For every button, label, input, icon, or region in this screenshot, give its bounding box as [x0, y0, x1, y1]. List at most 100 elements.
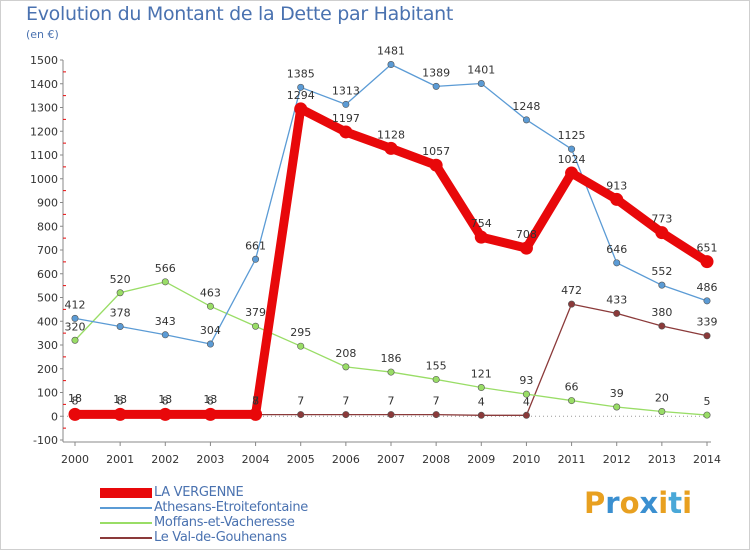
data-label: 472 — [561, 284, 582, 297]
data-point — [474, 230, 488, 244]
data-point — [294, 102, 308, 116]
line-chart: -100 0 100 200 300 400 500 600 700 800 900 1000 1100… — [30, 45, 721, 466]
x-tick-label: 2013 — [648, 453, 676, 466]
data-point — [249, 407, 263, 421]
data-label: 913 — [606, 179, 627, 192]
data-label: 13 — [158, 393, 172, 406]
data-point — [206, 302, 214, 310]
x-tick-label: 2000 — [61, 453, 89, 466]
data-label: 339 — [697, 316, 718, 329]
data-label: 1389 — [422, 66, 450, 79]
data-label: 433 — [606, 293, 627, 306]
data-label: 7 — [297, 395, 304, 408]
data-point — [342, 411, 350, 419]
logo-letter: r — [605, 486, 620, 520]
data-point — [522, 390, 530, 398]
y-tick-label: 1500 — [30, 54, 58, 67]
data-point — [116, 322, 124, 330]
data-label: 1024 — [558, 153, 586, 166]
data-label: 646 — [606, 243, 627, 256]
data-label: 661 — [245, 239, 266, 252]
y-tick-label: 1000 — [30, 173, 58, 186]
data-point — [568, 300, 576, 308]
data-point — [432, 82, 440, 90]
y-tick-label: 700 — [37, 244, 58, 257]
data-label: 1248 — [512, 100, 540, 113]
data-label: 1313 — [332, 84, 360, 97]
data-label: 13 — [203, 393, 217, 406]
data-label: 1128 — [377, 128, 405, 141]
data-point — [703, 411, 711, 419]
data-point — [613, 403, 621, 411]
data-point — [655, 226, 669, 240]
legend-swatch — [100, 537, 152, 539]
data-point — [342, 363, 350, 371]
x-tick-label: 2014 — [693, 453, 721, 466]
data-label: 4 — [523, 395, 530, 408]
data-label: 463 — [200, 286, 221, 299]
data-point — [522, 116, 530, 124]
legend-label: Moffans-et-Vacheresse — [154, 515, 295, 530]
data-point — [116, 289, 124, 297]
data-label: 773 — [651, 213, 672, 226]
data-point — [477, 411, 485, 419]
data-point — [432, 375, 440, 383]
x-tick-label: 2005 — [287, 453, 315, 466]
x-tick-label: 2001 — [106, 453, 134, 466]
data-label: 7 — [388, 395, 395, 408]
data-label: 651 — [697, 242, 718, 255]
data-label: 1197 — [332, 112, 360, 125]
data-point — [297, 342, 305, 350]
y-tick-label: 1400 — [30, 78, 58, 91]
data-point — [252, 322, 260, 330]
data-point — [158, 407, 172, 421]
x-tick-label: 2004 — [242, 453, 270, 466]
data-point — [252, 255, 260, 263]
data-point — [71, 314, 79, 322]
data-label: 8 — [207, 394, 214, 407]
data-label: 208 — [335, 347, 356, 360]
data-label: 566 — [155, 262, 176, 275]
data-label: 7 — [342, 395, 349, 408]
data-label: 379 — [245, 306, 266, 319]
data-label: 378 — [110, 306, 131, 319]
data-label: 486 — [697, 281, 718, 294]
data-label: 708 — [516, 228, 537, 241]
data-point — [387, 61, 395, 69]
data-label: 8 — [252, 394, 259, 407]
chart-title: Evolution du Montant de la Dette par Hab… — [26, 3, 454, 25]
data-point — [161, 278, 169, 286]
legend-label: LA VERGENNE — [154, 485, 244, 500]
data-label: 1385 — [287, 67, 315, 80]
data-point — [522, 411, 530, 419]
data-point — [519, 241, 533, 255]
legend-label: Le Val-de-Gouhenans — [154, 530, 287, 545]
x-tick-label: 2002 — [151, 453, 179, 466]
data-label: 1401 — [467, 64, 495, 77]
y-tick-label: 600 — [37, 268, 58, 281]
y-tick-label: 900 — [37, 197, 58, 210]
data-label: 8 — [117, 394, 124, 407]
data-point — [206, 340, 214, 348]
data-point — [658, 281, 666, 289]
y-tick-label: 200 — [37, 363, 58, 376]
data-label: 520 — [110, 273, 131, 286]
data-point — [658, 322, 666, 330]
x-tick-label: 2006 — [332, 453, 360, 466]
data-point — [700, 255, 714, 269]
x-tick-label: 2008 — [422, 453, 450, 466]
data-label: 343 — [155, 315, 176, 328]
data-label: 380 — [651, 306, 672, 319]
data-point — [113, 407, 127, 421]
logo-letter: x — [639, 486, 659, 520]
data-point — [610, 192, 624, 206]
data-point — [203, 407, 217, 421]
y-tick-label: 1200 — [30, 125, 58, 138]
data-point — [339, 125, 353, 139]
data-label: 18 — [68, 392, 82, 405]
data-point — [71, 336, 79, 344]
proxiti-logo: Proxiti — [584, 486, 692, 520]
data-label: 1125 — [558, 129, 586, 142]
data-label: 155 — [426, 359, 447, 372]
data-point — [477, 384, 485, 392]
